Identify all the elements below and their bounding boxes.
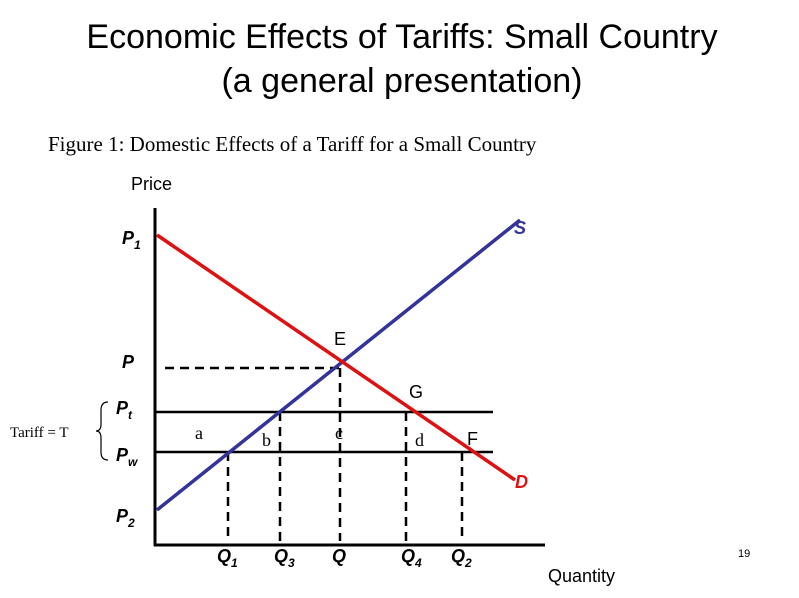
label-main: Q [401, 546, 415, 566]
title-line: (a general presentation) [221, 62, 582, 100]
label-sub: 3 [288, 556, 295, 570]
demand-label: D [515, 472, 528, 492]
area-label: c [335, 423, 343, 443]
quantity-dashes [226, 368, 464, 541]
label-main: P [116, 506, 129, 526]
label-main: P [116, 398, 129, 418]
title-line: Economic Effects of Tariffs: Small Count… [86, 18, 717, 56]
quantity-label: Q [332, 546, 346, 566]
label-main: Q [451, 546, 465, 566]
area-label: b [262, 430, 271, 450]
supply-label: S [514, 218, 526, 238]
label-sub: 1 [231, 556, 238, 570]
price-label: P2 [116, 506, 135, 530]
demand-curve [156, 233, 516, 482]
y-axis-label: Price [131, 174, 172, 194]
label-sub: t [128, 408, 133, 422]
price-label: P [122, 352, 135, 372]
price-label: Pt [116, 398, 133, 422]
point-label: G [409, 382, 423, 402]
label-sub: 2 [127, 516, 135, 530]
quantity-label: Q4 [401, 546, 422, 570]
label-sub: 1 [134, 238, 141, 252]
label-main: Q [274, 546, 288, 566]
label-main: P [122, 352, 135, 372]
figure-caption: Figure 1: Domestic Effects of a Tariff f… [48, 132, 537, 156]
x-axis-label: Quantity [548, 566, 615, 586]
quantity-label: Q2 [451, 546, 472, 570]
price-label: Pw [116, 445, 138, 469]
label-main: P [116, 445, 129, 465]
label-main: P [122, 228, 135, 248]
label-main: Q [332, 546, 346, 566]
area-label: a [195, 423, 203, 443]
tariff-label: Tariff = T [10, 425, 69, 441]
quantity-label: Q1 [217, 546, 238, 570]
label-sub: 4 [414, 556, 422, 570]
area-label: d [415, 430, 424, 450]
supply-curve [155, 218, 522, 512]
point-label: F [467, 429, 478, 449]
quantity-label: Q3 [274, 546, 295, 570]
page-number: 19 [738, 548, 750, 560]
price-label: P1 [122, 228, 141, 252]
label-sub: 2 [464, 556, 472, 570]
label-sub: w [128, 455, 138, 469]
label-main: Q [217, 546, 231, 566]
tariff-brace [95, 401, 109, 461]
point-label: E [334, 329, 346, 349]
